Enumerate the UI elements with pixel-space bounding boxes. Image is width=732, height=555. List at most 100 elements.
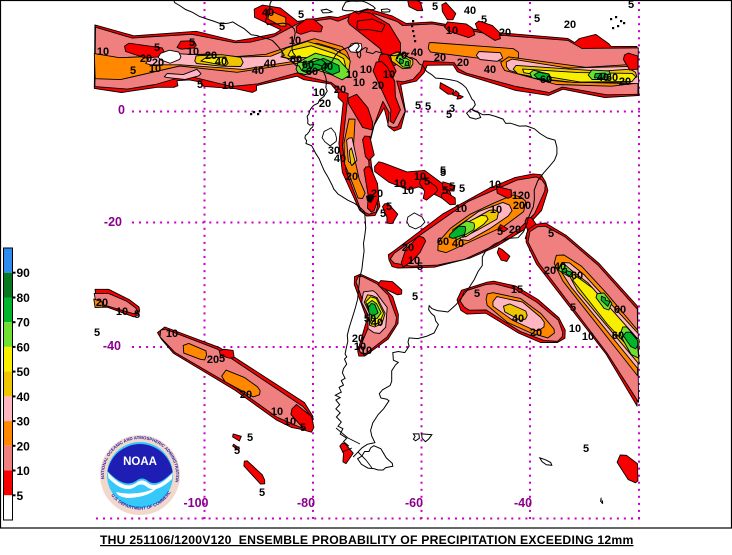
svg-text:40: 40 (215, 56, 227, 68)
svg-text:40: 40 (452, 238, 464, 250)
svg-text:5: 5 (300, 422, 306, 434)
svg-text:5: 5 (234, 445, 240, 457)
svg-text:5: 5 (459, 183, 465, 195)
svg-text:5: 5 (219, 353, 225, 365)
svg-text:10: 10 (490, 204, 502, 216)
svg-text:60: 60 (290, 54, 302, 66)
svg-text:5: 5 (440, 165, 446, 177)
svg-text:120: 120 (512, 190, 530, 202)
svg-text:20: 20 (509, 224, 521, 236)
svg-text:5: 5 (130, 65, 136, 77)
svg-text:20: 20 (372, 80, 384, 92)
svg-text:5: 5 (298, 9, 304, 21)
svg-text:50: 50 (17, 365, 31, 379)
svg-text:20: 20 (544, 265, 556, 277)
svg-text:5: 5 (380, 208, 386, 220)
svg-text:40: 40 (464, 5, 476, 17)
svg-text:5: 5 (247, 432, 253, 444)
svg-text:10: 10 (17, 464, 31, 478)
svg-text:10: 10 (222, 80, 234, 92)
svg-text:5: 5 (425, 101, 431, 113)
svg-text:10: 10 (455, 203, 467, 215)
svg-text:5: 5 (583, 443, 589, 455)
svg-text:10: 10 (116, 306, 128, 318)
svg-text:70: 70 (395, 50, 407, 62)
svg-text:40: 40 (371, 317, 383, 329)
svg-text:30: 30 (17, 415, 31, 429)
svg-text:20: 20 (17, 439, 31, 453)
svg-text:10: 10 (414, 171, 426, 183)
svg-text:5: 5 (628, 0, 634, 11)
svg-text:60: 60 (606, 72, 618, 84)
svg-text:5: 5 (17, 489, 24, 503)
svg-text:30: 30 (328, 145, 340, 157)
svg-text:20: 20 (140, 53, 152, 65)
svg-text:20: 20 (619, 76, 631, 88)
svg-text:5: 5 (219, 21, 225, 33)
svg-text:20: 20 (352, 333, 364, 345)
svg-text:THU 251106/1200V120 ENSEMBLE: THU 251106/1200V120 ENSEMBLE PROBABILITY… (100, 533, 634, 547)
svg-text:40: 40 (334, 153, 346, 165)
svg-text:10: 10 (383, 69, 395, 81)
svg-text:-100: -100 (183, 496, 208, 510)
svg-text:5: 5 (497, 226, 503, 238)
svg-text:10: 10 (569, 323, 581, 335)
svg-text:40: 40 (484, 64, 496, 76)
svg-text:5: 5 (534, 13, 540, 25)
svg-text:10: 10 (97, 46, 109, 58)
svg-text:90: 90 (17, 266, 31, 280)
svg-text:10: 10 (284, 416, 296, 428)
svg-text:10: 10 (166, 328, 178, 340)
svg-text:5: 5 (197, 79, 203, 91)
svg-text:5: 5 (432, 1, 438, 13)
svg-text:10: 10 (187, 46, 199, 58)
svg-text:60: 60 (17, 340, 31, 354)
svg-text:10: 10 (360, 64, 372, 76)
svg-text:60: 60 (437, 236, 449, 248)
svg-text:10: 10 (360, 345, 372, 357)
svg-text:50: 50 (364, 313, 376, 325)
svg-text:10: 10 (289, 35, 301, 47)
svg-text:20: 20 (499, 27, 511, 39)
svg-text:20: 20 (240, 389, 252, 401)
svg-text:20: 20 (371, 188, 383, 200)
svg-text:5: 5 (134, 309, 140, 321)
svg-text:20: 20 (346, 171, 358, 183)
svg-text:10: 10 (149, 63, 161, 75)
svg-text:20: 20 (434, 52, 446, 64)
svg-text:20: 20 (564, 19, 576, 31)
svg-text:10: 10 (354, 341, 366, 353)
svg-text:40: 40 (252, 65, 264, 77)
svg-text:-80: -80 (297, 496, 315, 510)
svg-text:60: 60 (302, 59, 314, 71)
svg-text:5: 5 (386, 201, 392, 213)
svg-text:5: 5 (189, 37, 195, 49)
svg-text:40: 40 (264, 58, 276, 70)
svg-text:40: 40 (411, 47, 423, 59)
svg-text:15: 15 (511, 284, 523, 296)
svg-text:10: 10 (394, 178, 406, 190)
svg-text:10: 10 (346, 69, 358, 81)
svg-text:5: 5 (548, 228, 554, 240)
svg-text:-20: -20 (104, 215, 122, 229)
svg-text:70: 70 (17, 316, 31, 330)
svg-text:-40: -40 (514, 496, 532, 510)
svg-text:5: 5 (442, 185, 448, 197)
svg-text:60: 60 (571, 270, 583, 282)
svg-text:60: 60 (614, 304, 626, 316)
svg-text:10: 10 (402, 185, 414, 197)
svg-text:5: 5 (94, 327, 100, 339)
svg-text:20: 20 (207, 354, 219, 366)
svg-text:40: 40 (512, 313, 524, 325)
svg-text:80: 80 (17, 291, 31, 305)
svg-text:5: 5 (481, 14, 487, 26)
svg-text:20: 20 (530, 327, 542, 339)
svg-text:10: 10 (582, 331, 594, 343)
svg-text:5: 5 (415, 100, 421, 112)
svg-text:5: 5 (259, 487, 265, 499)
svg-text:10: 10 (446, 25, 458, 37)
svg-text:10: 10 (489, 179, 501, 191)
svg-text:20: 20 (402, 242, 414, 254)
svg-text:5: 5 (424, 176, 430, 188)
svg-text:10: 10 (353, 77, 365, 89)
